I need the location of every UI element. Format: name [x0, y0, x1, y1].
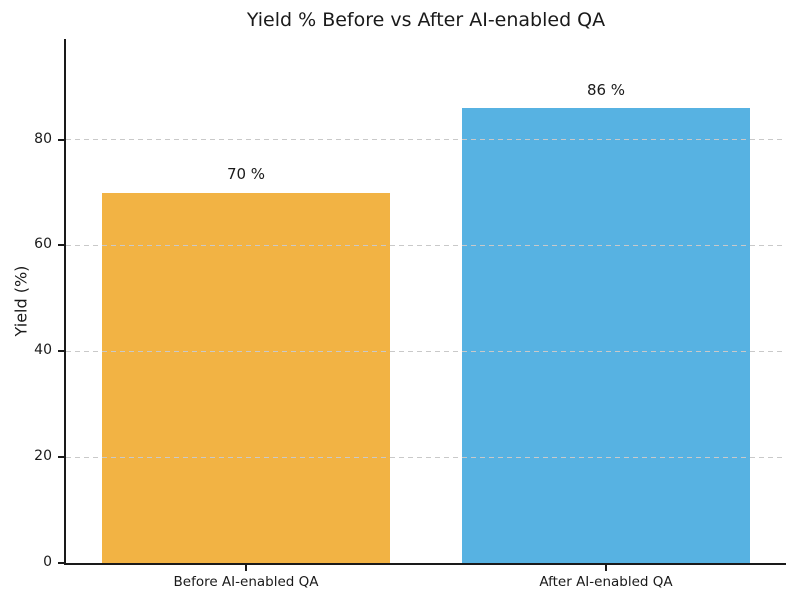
x-tick-label: After AI-enabled QA [539, 574, 673, 590]
y-tick-label: 20 [34, 448, 52, 465]
y-tick-label: 0 [43, 554, 52, 570]
y-tick-label: 80 [34, 130, 52, 147]
y-tick-label: 60 [34, 236, 52, 253]
y-tick-label: 40 [34, 342, 52, 359]
x-tick [605, 565, 607, 571]
bar-2 [462, 107, 750, 563]
y-axis-label: Yield (%) [11, 265, 31, 337]
y-tick [58, 456, 64, 459]
y-axis-spine [64, 39, 66, 565]
y-tick [58, 138, 64, 141]
gridline [66, 139, 786, 141]
x-axis-spine [64, 563, 786, 565]
plot-area: 70 % 86 % [66, 39, 786, 563]
x-tick [245, 565, 247, 571]
bar-value-label: 86 % [586, 80, 626, 99]
y-tick [58, 562, 64, 564]
gridline [66, 350, 786, 352]
x-tick-label: Before AI-enabled QA [173, 574, 319, 590]
chart-title: Yield % Before vs After AI-enabled QA [246, 9, 606, 31]
gridline [66, 456, 786, 458]
bar-value-label: 70 % [226, 165, 266, 184]
y-tick [58, 244, 64, 247]
bar-1 [102, 192, 390, 563]
gridline [66, 244, 786, 246]
y-tick [58, 350, 64, 353]
